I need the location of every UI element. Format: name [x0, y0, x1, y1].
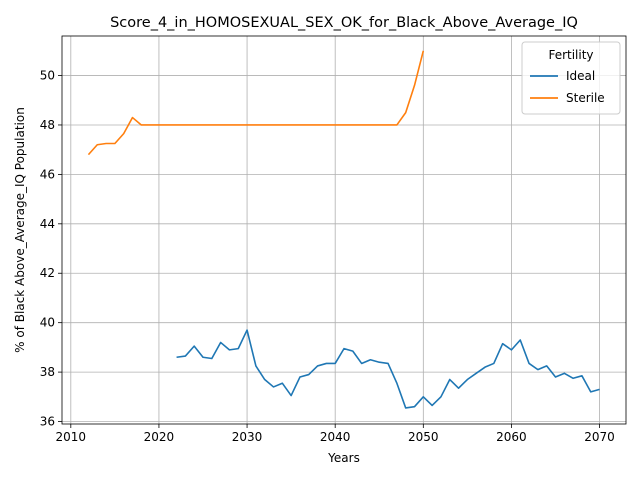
y-tick-label: 46: [40, 167, 55, 181]
y-axis-label: % of Black Above_Average_IQ Population: [13, 107, 27, 353]
y-tick-label: 36: [40, 415, 55, 429]
chart-title: Score_4_in_HOMOSEXUAL_SEX_OK_for_Black_A…: [110, 15, 578, 31]
plot-frame: [61, 35, 627, 425]
legend-label-sterile: Sterile: [566, 91, 605, 105]
series-line-ideal: [176, 329, 600, 409]
series-lines: [87, 50, 600, 409]
y-tick-label: 44: [40, 217, 55, 231]
y-tick-label: 42: [40, 266, 55, 280]
x-tick-label: 2020: [144, 430, 175, 444]
y-tick-label: 50: [40, 69, 55, 83]
y-axis-ticks: 36 38 40 42 44 46 48 50: [40, 69, 62, 429]
x-tick-label: 2050: [408, 430, 439, 444]
y-tick-label: 38: [40, 365, 55, 379]
y-tick-label: 40: [40, 316, 55, 330]
legend-entries: Ideal Sterile: [530, 69, 605, 105]
x-tick-label: 2030: [232, 430, 263, 444]
y-tick-label: 48: [40, 118, 55, 132]
x-tick-label: 2070: [584, 430, 615, 444]
x-axis-label: Years: [327, 451, 360, 465]
legend-label-ideal: Ideal: [566, 69, 595, 83]
x-tick-label: 2010: [56, 430, 87, 444]
x-tick-label: 2060: [496, 430, 527, 444]
legend-box: [521, 41, 621, 115]
x-axis-ticks: 2010 2020 2030 2040 2050 2060 2070: [56, 424, 615, 444]
legend: Fertility Ideal Sterile: [521, 41, 621, 115]
x-tick-label: 2040: [320, 430, 351, 444]
legend-title: Fertility: [548, 48, 593, 62]
series-line-sterile: [87, 50, 425, 156]
